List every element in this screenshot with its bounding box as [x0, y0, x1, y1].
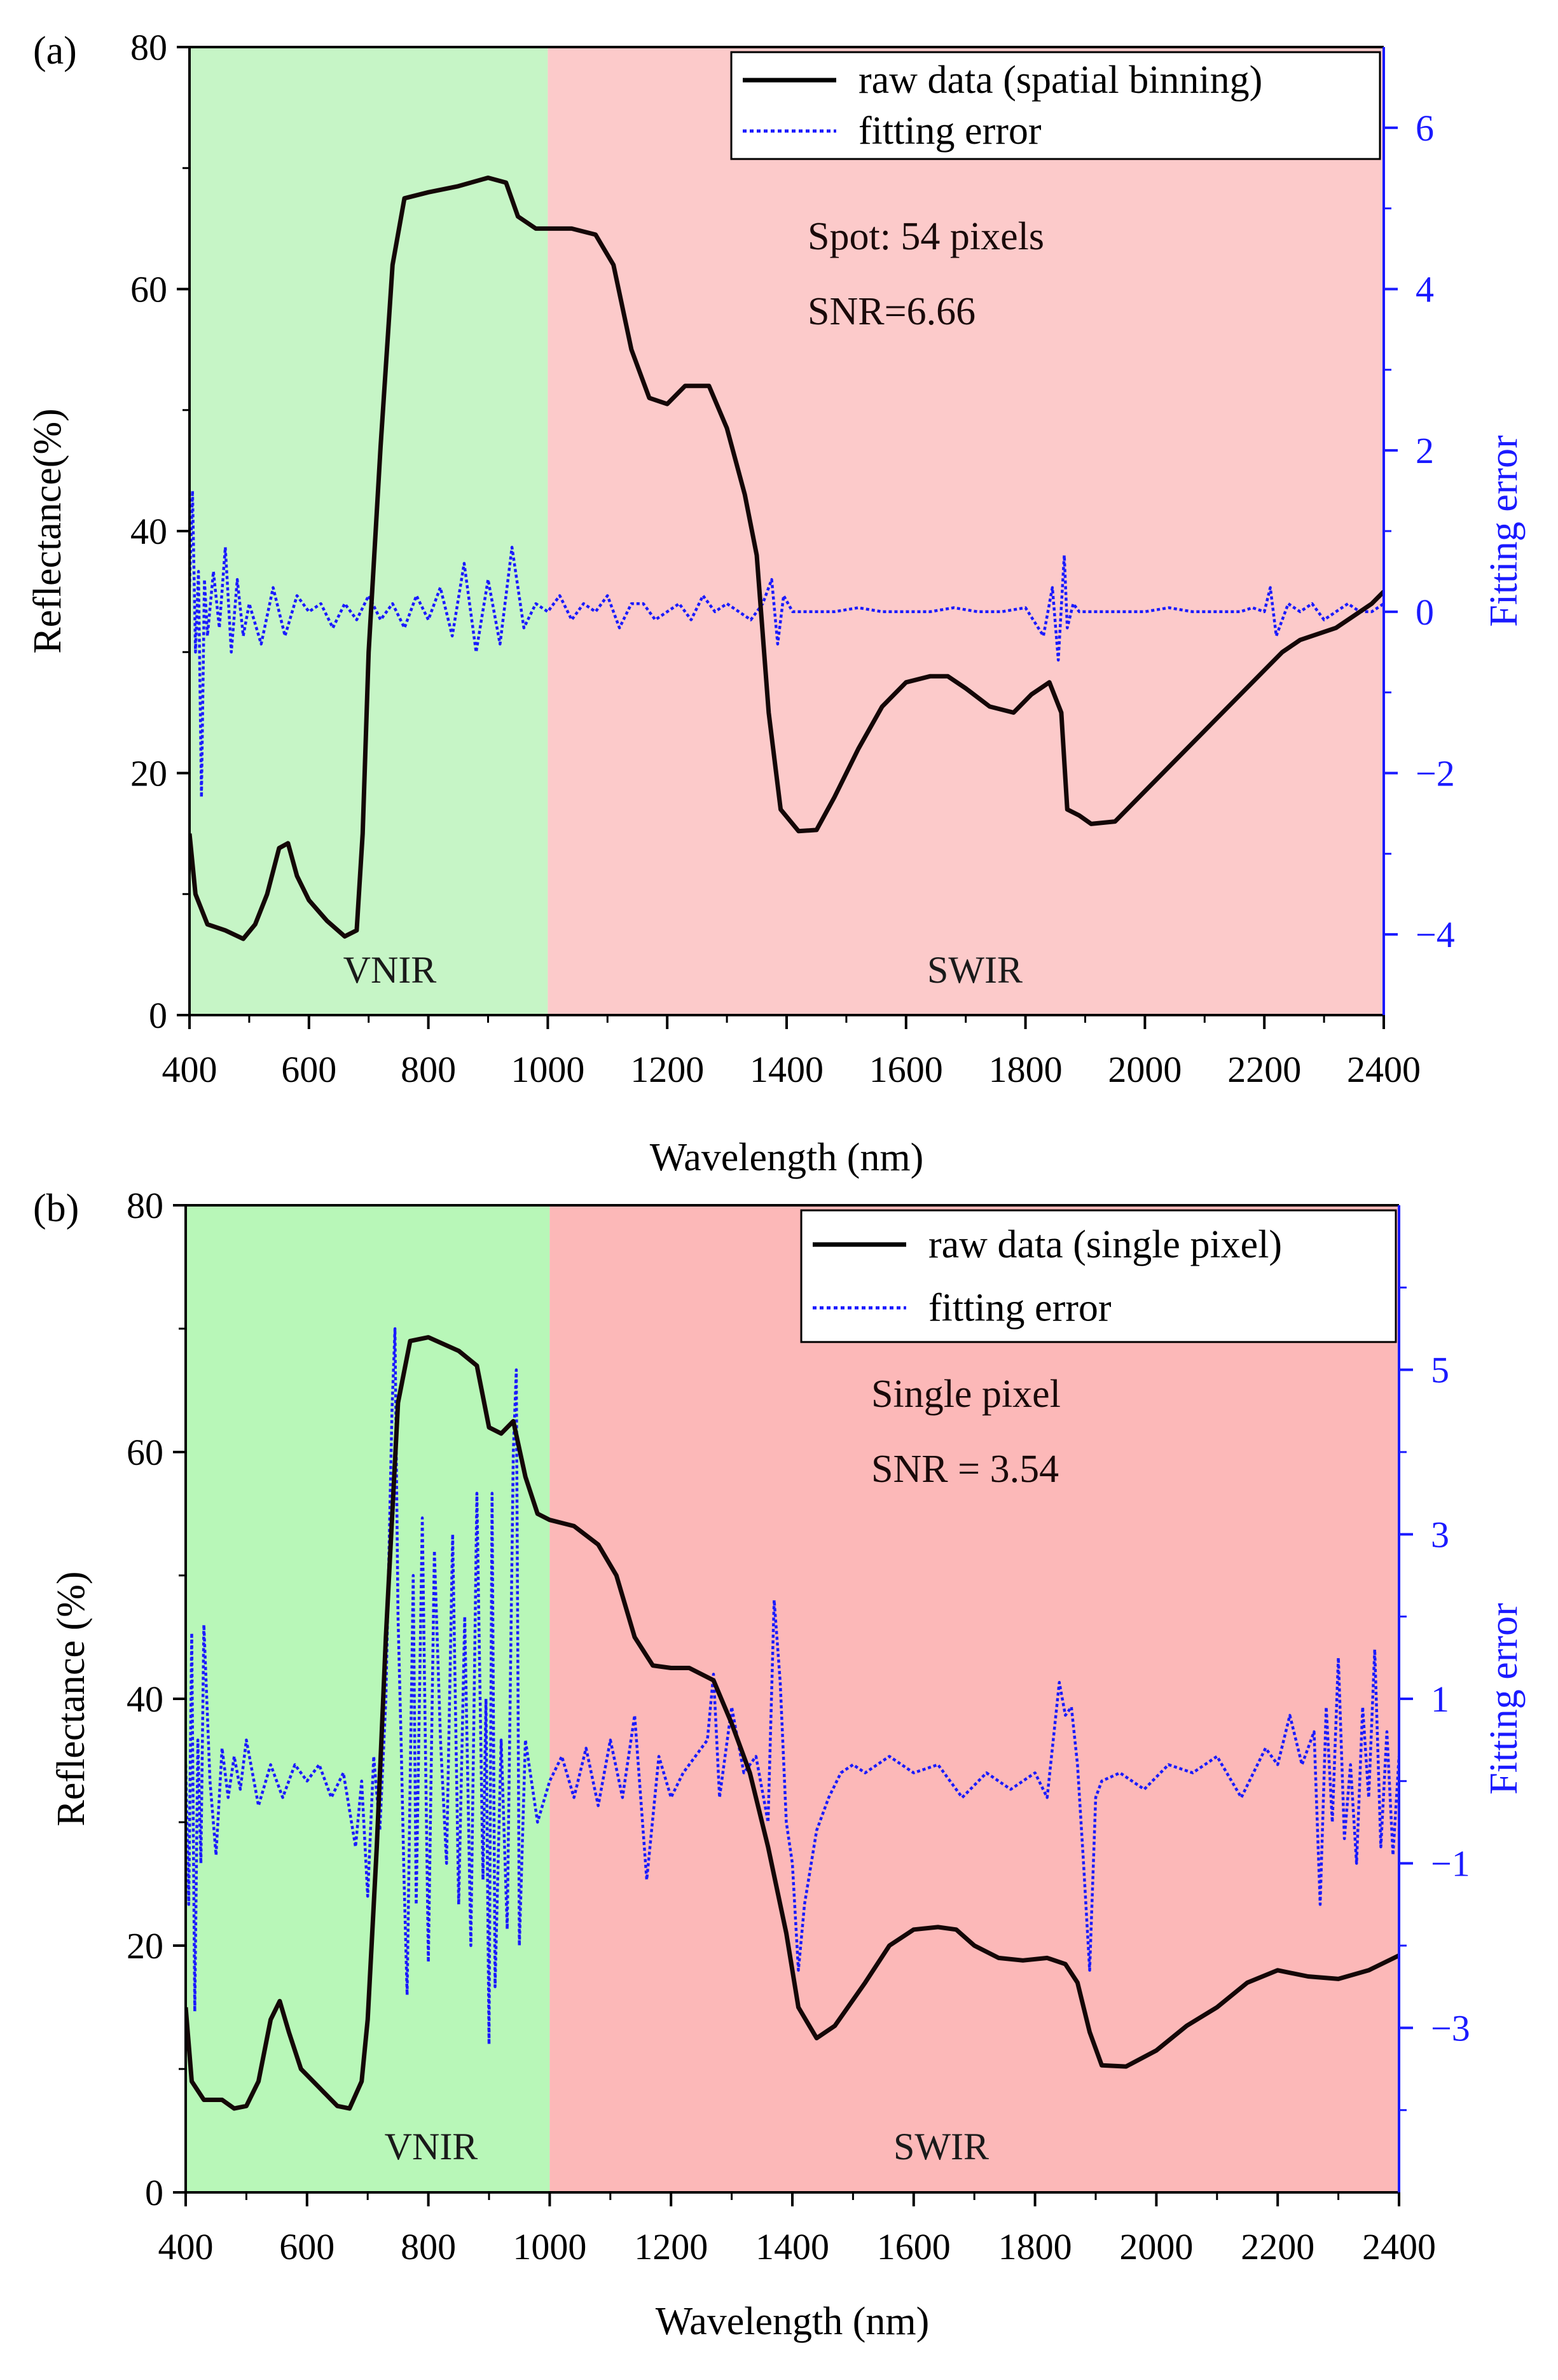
- legend-label-fitting-error: fitting error: [928, 1286, 1112, 1329]
- panel-label: (b): [33, 1187, 79, 1230]
- y-tick-label: 60: [127, 1432, 163, 1473]
- region-label-swir: SWIR: [893, 2126, 989, 2168]
- y2-tick-label: 3: [1431, 1514, 1449, 1555]
- y-tick-label: 20: [130, 753, 167, 794]
- y-tick-label: 0: [149, 995, 167, 1036]
- x-tick-label: 1600: [877, 2226, 951, 2267]
- y-axis-label: Reflectance(%): [26, 408, 69, 654]
- y-tick-label: 0: [145, 2172, 163, 2213]
- y2-tick-label: −2: [1416, 753, 1455, 794]
- annotation-text: Spot: 54 pixels: [808, 215, 1044, 258]
- y-axis-label: Reflectance (%): [50, 1571, 93, 1826]
- region-swir-band: [549, 1205, 1399, 2192]
- x-tick-label: 2200: [1227, 1049, 1301, 1090]
- x-axis-label: Wavelength (nm): [650, 1136, 924, 1179]
- legend-label-fitting-error: fitting error: [858, 109, 1042, 153]
- y2-tick-label: −1: [1431, 1843, 1470, 1885]
- x-tick-label: 2000: [1119, 2226, 1193, 2267]
- y-tick-label: 40: [127, 1678, 163, 1720]
- x-tick-label: 1800: [998, 2226, 1072, 2267]
- panel-label: (a): [33, 29, 77, 73]
- raw-data-line: [190, 176, 1384, 941]
- y2-tick-label: 5: [1431, 1350, 1449, 1391]
- legend-label-raw-data: raw data (single pixel): [928, 1223, 1282, 1266]
- raw-data-line: [186, 1335, 1399, 2111]
- annotation-text: SNR = 3.54: [871, 1448, 1059, 1491]
- y-tick-label: 60: [130, 269, 167, 310]
- x-tick-label: 1400: [755, 2226, 829, 2267]
- region-label-swir: SWIR: [927, 949, 1023, 991]
- x-tick-label: 2200: [1241, 2226, 1314, 2267]
- legend-box: [800, 1209, 1397, 1343]
- x-tick-label: 400: [162, 1049, 217, 1090]
- x-tick-label: 1400: [750, 1049, 824, 1090]
- x-tick-label: 1000: [513, 2226, 586, 2267]
- y-tick-label: 20: [127, 1925, 163, 1967]
- x-tick-label: 600: [279, 2226, 334, 2267]
- chart-panel-a: 400 600 800 1000 1200 1400 1600 1800 2000 2200 240…: [26, 27, 1526, 1179]
- x-tick-label: 1800: [989, 1049, 1063, 1090]
- y2-tick-label: −3: [1431, 2007, 1470, 2049]
- region-vnir-band: [186, 1205, 550, 2192]
- y2-tick-label: 6: [1416, 107, 1434, 149]
- region-swir-band: [548, 47, 1384, 1015]
- x-tick-label: 600: [281, 1049, 336, 1090]
- legend-label-raw-data: raw data (spatial binning): [858, 59, 1262, 102]
- region-label-vnir: VNIR: [343, 949, 437, 991]
- x-tick-label: 1600: [869, 1049, 943, 1090]
- y-tick-label: 40: [130, 511, 167, 552]
- y2-axis-label: Fitting error: [1482, 1603, 1526, 1795]
- region-vnir-band: [190, 47, 548, 1015]
- annotation-text: SNR=6.66: [808, 290, 975, 333]
- chart-panel-b: 400 600 800 1000 1200 1400 1600 1800 2000 2200 240…: [33, 1185, 1526, 2343]
- fitting-error-line: [186, 1327, 1399, 2046]
- x-tick-label: 2400: [1347, 1049, 1421, 1090]
- x-axis-label: Wavelength (nm): [656, 2300, 930, 2343]
- x-tick-label: 2000: [1108, 1049, 1182, 1090]
- y2-tick-label: −4: [1416, 914, 1455, 955]
- x-tick-label: 2400: [1362, 2226, 1436, 2267]
- y-tick-label: 80: [130, 27, 167, 68]
- x-tick-label: 1200: [630, 1049, 704, 1090]
- x-tick-label: 1000: [511, 1049, 584, 1090]
- y2-axis-label: Fitting error: [1482, 435, 1526, 627]
- fitting-error-line: [190, 489, 1384, 799]
- legend-box: [730, 51, 1381, 160]
- y2-tick-label: 1: [1431, 1678, 1449, 1720]
- x-tick-label: 400: [158, 2226, 214, 2267]
- y-tick-label: 80: [127, 1185, 163, 1226]
- y2-tick-label: 0: [1416, 592, 1434, 633]
- x-tick-label: 800: [401, 2226, 456, 2267]
- x-tick-label: 1200: [634, 2226, 708, 2267]
- region-label-vnir: VNIR: [385, 2126, 478, 2168]
- y2-tick-label: 4: [1416, 269, 1434, 310]
- annotation-text: Single pixel: [871, 1373, 1061, 1416]
- y2-tick-label: 2: [1416, 430, 1434, 471]
- x-tick-label: 800: [401, 1049, 456, 1090]
